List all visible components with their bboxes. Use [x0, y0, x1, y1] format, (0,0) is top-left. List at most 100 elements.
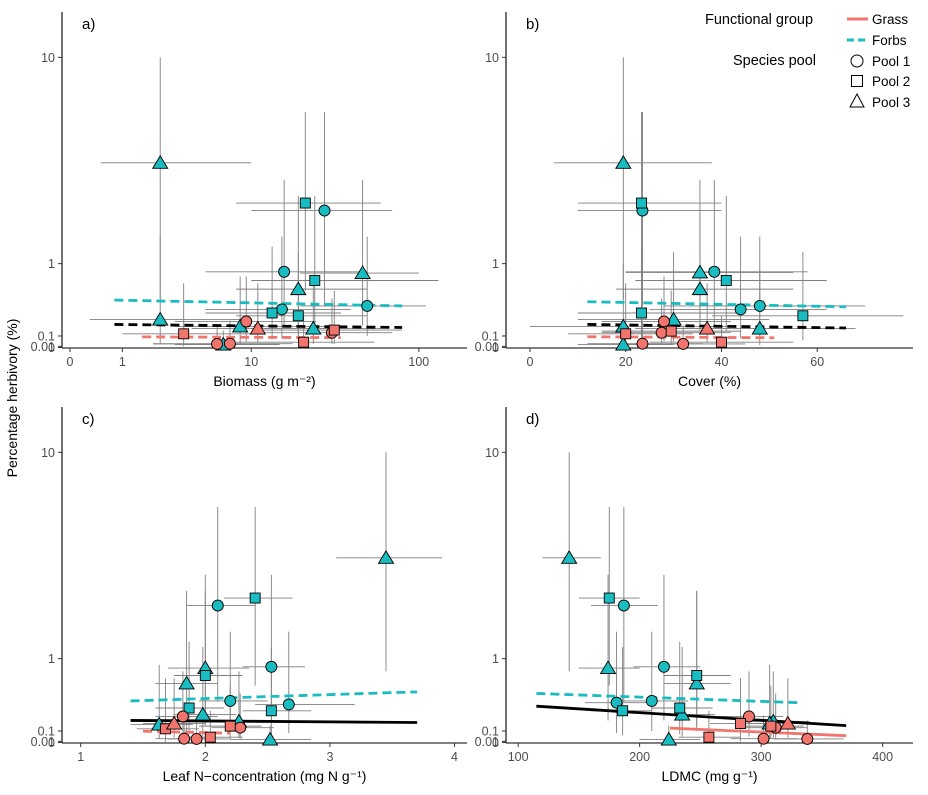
point-pool2-forbs — [309, 275, 321, 286]
point-pool1-grass — [757, 732, 770, 745]
y-tick-label: 10 — [41, 51, 55, 65]
trend-line-grass — [669, 726, 847, 738]
x-tick-label: 0 — [526, 355, 533, 369]
point-pool2-forbs — [249, 592, 261, 604]
point-pool1-grass — [240, 315, 253, 328]
point-pool2-grass — [620, 328, 632, 340]
x-tick-label: 20 — [619, 355, 633, 369]
point-pool1-grass — [211, 337, 224, 350]
y-tick-label: 1 — [48, 257, 55, 271]
point-pool1-forbs — [753, 299, 766, 312]
x-tick-label: 40 — [715, 355, 729, 369]
point-pool1-forbs — [278, 265, 291, 278]
point-pool3-forbs — [194, 706, 212, 721]
x-axis-title: Leaf N−concentration (mg N g⁻¹) — [163, 768, 367, 784]
point-pool3-forbs — [691, 264, 709, 279]
legend-label-forbs: Forbs — [872, 33, 907, 48]
legend-key-pool3-triangle — [849, 92, 865, 108]
point-pool1-forbs — [657, 660, 670, 673]
point-pool2-grass — [298, 336, 310, 348]
point-pool3-forbs — [751, 320, 769, 335]
x-tick-label: 2 — [202, 750, 209, 764]
point-pool3-forbs — [599, 660, 617, 675]
point-pool2-grass — [735, 718, 746, 729]
legend-key-pool1-circle — [850, 54, 864, 68]
point-pool1-grass — [178, 732, 191, 745]
point-pool3-grass — [165, 715, 183, 730]
point-pool3-forbs — [688, 675, 706, 690]
point-pool1-grass — [190, 732, 203, 745]
panel-tag: a) — [82, 16, 95, 33]
point-pool1-forbs — [265, 660, 278, 673]
point-pool3-grass — [698, 320, 716, 335]
point-pool2-forbs — [617, 705, 629, 717]
y-tick-label: 0.1 — [482, 724, 499, 738]
point-pool3-forbs — [289, 281, 307, 296]
point-pool1-forbs — [211, 599, 224, 612]
point-pool2-forbs — [265, 705, 277, 717]
y-axis-title: Percentage herbivory (%) — [4, 319, 20, 478]
y-tick-label: 0.1 — [482, 329, 499, 343]
point-pool1-forbs — [734, 303, 747, 316]
panel-tag: d) — [526, 411, 539, 428]
point-pool1-grass — [223, 337, 236, 350]
legend-title-pool: Species pool — [733, 53, 816, 69]
point-pool1-grass — [658, 315, 670, 328]
y-tick-label: 0.1 — [38, 724, 55, 738]
y-tick-label: 0.01 — [31, 340, 55, 354]
point-pool1-forbs — [645, 694, 658, 707]
point-pool2-forbs — [199, 670, 211, 681]
y-tick-label: 0.01 — [31, 735, 55, 749]
point-pool3-forbs — [304, 320, 322, 335]
x-tick-label: 100 — [408, 355, 429, 369]
panel-3: 00.010.1 1 10 1 2 3 4 Leaf N−concentration (mg … — [31, 407, 467, 784]
point-pool3-forbs — [151, 154, 169, 169]
x-tick-label: 1 — [77, 750, 84, 764]
y-tick-label: 0.01 — [475, 735, 499, 749]
y-tick-label: 10 — [485, 446, 499, 460]
y-tick-label: 0 — [492, 341, 499, 355]
x-tick-label: 10 — [244, 355, 258, 369]
point-pool2-forbs — [636, 197, 647, 209]
trend-line-grass — [142, 335, 341, 340]
y-tick-label: 0 — [48, 736, 55, 750]
point-pool2-grass — [204, 731, 216, 743]
y-tick-label: 0 — [492, 736, 499, 750]
trend-line-overall — [130, 719, 418, 724]
point-pool2-forbs — [720, 275, 732, 286]
y-tick-label: 1 — [492, 652, 499, 666]
point-pool3-forbs — [178, 675, 195, 690]
point-pool1-grass — [636, 337, 649, 350]
point-pool1-forbs — [361, 299, 374, 312]
x-tick-label: 3 — [326, 750, 333, 764]
point-pool2-forbs — [636, 307, 647, 319]
y-tick-label: 0 — [48, 341, 55, 355]
point-pool1-grass — [176, 710, 189, 723]
point-pool1-grass — [801, 732, 814, 745]
panel-tag: c) — [82, 411, 95, 428]
point-pool1-forbs — [224, 694, 237, 707]
point-pool3-grass — [779, 715, 797, 730]
point-pool3-forbs — [354, 265, 371, 280]
trend-line-forbs — [536, 692, 798, 705]
point-pool2-grass — [328, 324, 340, 336]
point-pool2-forbs — [674, 702, 686, 714]
y-tick-label: 0.01 — [475, 340, 499, 354]
point-pool3-forbs — [615, 336, 632, 351]
point-pool3-forbs — [673, 706, 691, 721]
point-pool2-forbs — [797, 310, 809, 322]
x-tick-label: 200 — [629, 750, 650, 764]
point-pool3-forbs — [560, 549, 578, 564]
point-pool2-grass — [765, 720, 777, 732]
x-axis-title: Cover (%) — [678, 373, 741, 389]
panel-tag: b) — [526, 16, 539, 33]
point-pool1-grass — [655, 326, 668, 339]
trend-line-overall — [536, 704, 847, 727]
point-pool1-forbs — [282, 698, 295, 711]
point-pool1-forbs — [318, 204, 331, 217]
legend-label-pool3: Pool 3 — [872, 95, 910, 110]
